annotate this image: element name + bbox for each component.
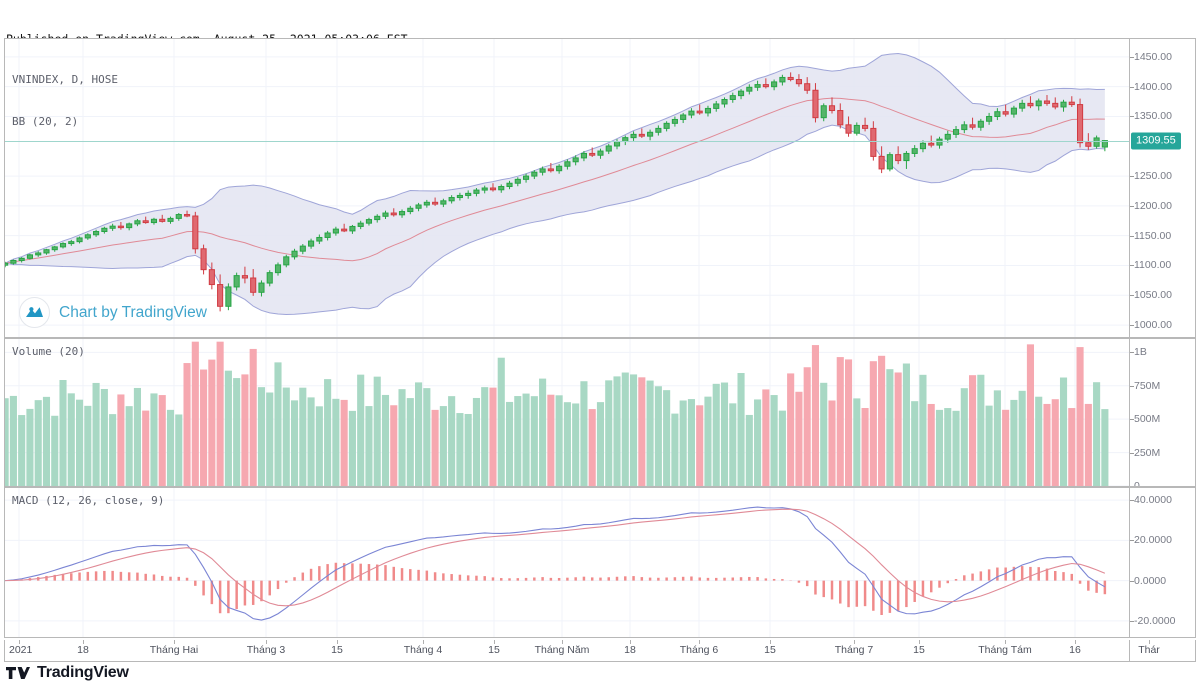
price-plot-area[interactable]: Chart by TradingView — [4, 39, 1130, 337]
time-axis-tick — [770, 640, 771, 644]
current-price-badge: 1309.55 — [1131, 132, 1181, 150]
time-axis-label: Tháng 4 — [403, 644, 443, 656]
time-axis-corner — [1130, 640, 1196, 661]
time-axis-tick — [19, 640, 20, 644]
axis-tick-label: 1150.00 — [1129, 229, 1172, 242]
axis-tick-label: 0 — [1134, 480, 1140, 486]
chart-frame: Chart by TradingView VNINDEX, D, HOSE BB… — [4, 38, 1196, 658]
axis-tick-label: 1350.00 — [1130, 110, 1172, 123]
footer-brand: TradingView — [6, 664, 129, 682]
price-series-svg — [5, 39, 1129, 337]
publication-header: Published on TradingView.com, August 25,… — [0, 0, 1200, 91]
macd-series-svg — [5, 488, 1129, 637]
axis-tick-label: 1B — [1130, 346, 1147, 359]
time-axis[interactable]: 2021 18 Tháng Hai Tháng 3 15 Tháng 4 15 Tháng N… — [4, 640, 1196, 662]
axis-tick-label: 40.0000 — [1130, 494, 1172, 507]
axis-tick-label: 1450.00 — [1130, 50, 1172, 63]
time-axis-label: 18 — [624, 644, 636, 656]
axis-tick-label: 1000.00 — [1130, 319, 1172, 332]
time-axis-label: Tháng Hai — [149, 644, 199, 656]
axis-tick-label: 1400.00 — [1130, 80, 1172, 93]
time-axis-tick — [83, 640, 84, 644]
axis-tick-label: 750M — [1129, 379, 1161, 392]
macd-pane[interactable]: MACD (12, 26, close, 9) 40.0000 20.0000 0.… — [4, 487, 1196, 638]
time-axis-tick — [854, 640, 855, 644]
axis-tick-label: 250M — [1129, 446, 1161, 459]
time-axis-tick — [919, 640, 920, 644]
time-axis-label: 15 — [913, 644, 925, 656]
time-axis-tick — [337, 640, 338, 644]
axis-tick-label: 500M — [1129, 413, 1161, 426]
time-axis-label: 18 — [77, 644, 89, 656]
axis-tick-label: 1200.00 — [1130, 199, 1172, 212]
volume-plot-area[interactable] — [4, 339, 1130, 486]
axis-tick-label: 1050.00 — [1130, 289, 1172, 302]
time-axis-label: Tháng 7 — [834, 644, 874, 656]
time-axis-tick — [174, 640, 175, 644]
time-axis-tick — [266, 640, 267, 644]
time-axis-label: 15 — [331, 644, 343, 656]
time-axis-tick — [1075, 640, 1076, 644]
footer-brand-label: TradingView — [37, 664, 129, 681]
time-axis-label: Thár — [1138, 644, 1160, 656]
volume-pane[interactable]: Volume (20) 1B 750M 500M 250M 0 — [4, 338, 1196, 487]
axis-tick-label: 20.0000 — [1130, 534, 1172, 547]
current-price-line — [5, 140, 1129, 142]
time-axis-tick — [1149, 640, 1150, 644]
axis-tick-label: 0.0000 — [1129, 574, 1167, 587]
macd-axis[interactable]: 40.0000 20.0000 0.0000 -20.0000 — [1129, 488, 1196, 637]
price-axis[interactable]: 1450.00 1400.00 1350.00 1250.00 1200.00 1150.… — [1129, 39, 1196, 337]
volume-axis[interactable]: 1B 750M 500M 250M 0 — [1129, 339, 1196, 486]
time-axis-tick — [562, 640, 563, 644]
time-axis-label: 16 — [1069, 644, 1081, 656]
axis-tick-label: 1100.00 — [1129, 259, 1172, 272]
time-axis-label: 2021 — [9, 644, 33, 656]
time-axis-tick — [699, 640, 700, 644]
time-axis-tick — [1005, 640, 1006, 644]
tradingview-logo-icon — [6, 665, 30, 681]
price-pane[interactable]: Chart by TradingView VNINDEX, D, HOSE BB… — [4, 38, 1196, 338]
axis-tick-label: -20.0000 — [1129, 614, 1176, 627]
time-axis-label: 15 — [764, 644, 776, 656]
time-axis-label: Tháng Năm — [534, 644, 590, 656]
time-axis-tick — [494, 640, 495, 644]
time-axis-label: 15 — [488, 644, 500, 656]
time-axis-tick — [423, 640, 424, 644]
time-axis-labels[interactable]: 2021 18 Tháng Hai Tháng 3 15 Tháng 4 15 Tháng N… — [4, 640, 1160, 661]
axis-tick-label: 1250.00 — [1130, 170, 1172, 183]
time-axis-label: Tháng 3 — [246, 644, 286, 656]
volume-series-svg — [5, 339, 1129, 486]
time-axis-label: Tháng Tám — [978, 644, 1032, 656]
time-axis-label: Tháng 6 — [679, 644, 719, 656]
macd-plot-area[interactable] — [4, 488, 1130, 637]
time-axis-tick — [630, 640, 631, 644]
